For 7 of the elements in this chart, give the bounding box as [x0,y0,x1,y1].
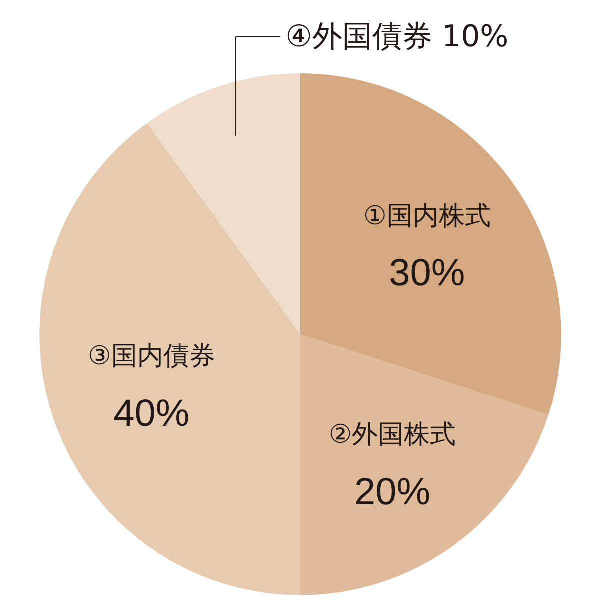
data-label: 20% [354,471,431,514]
slice-label: ④外国債券 10% [286,20,509,55]
slice-label: ③国内債券 [88,342,216,372]
data-label: 30% [389,252,466,295]
data-label: 40% [114,393,190,436]
slice-label: ②外国株式 [328,420,456,450]
slice-label: ①国内株式 [363,201,491,232]
